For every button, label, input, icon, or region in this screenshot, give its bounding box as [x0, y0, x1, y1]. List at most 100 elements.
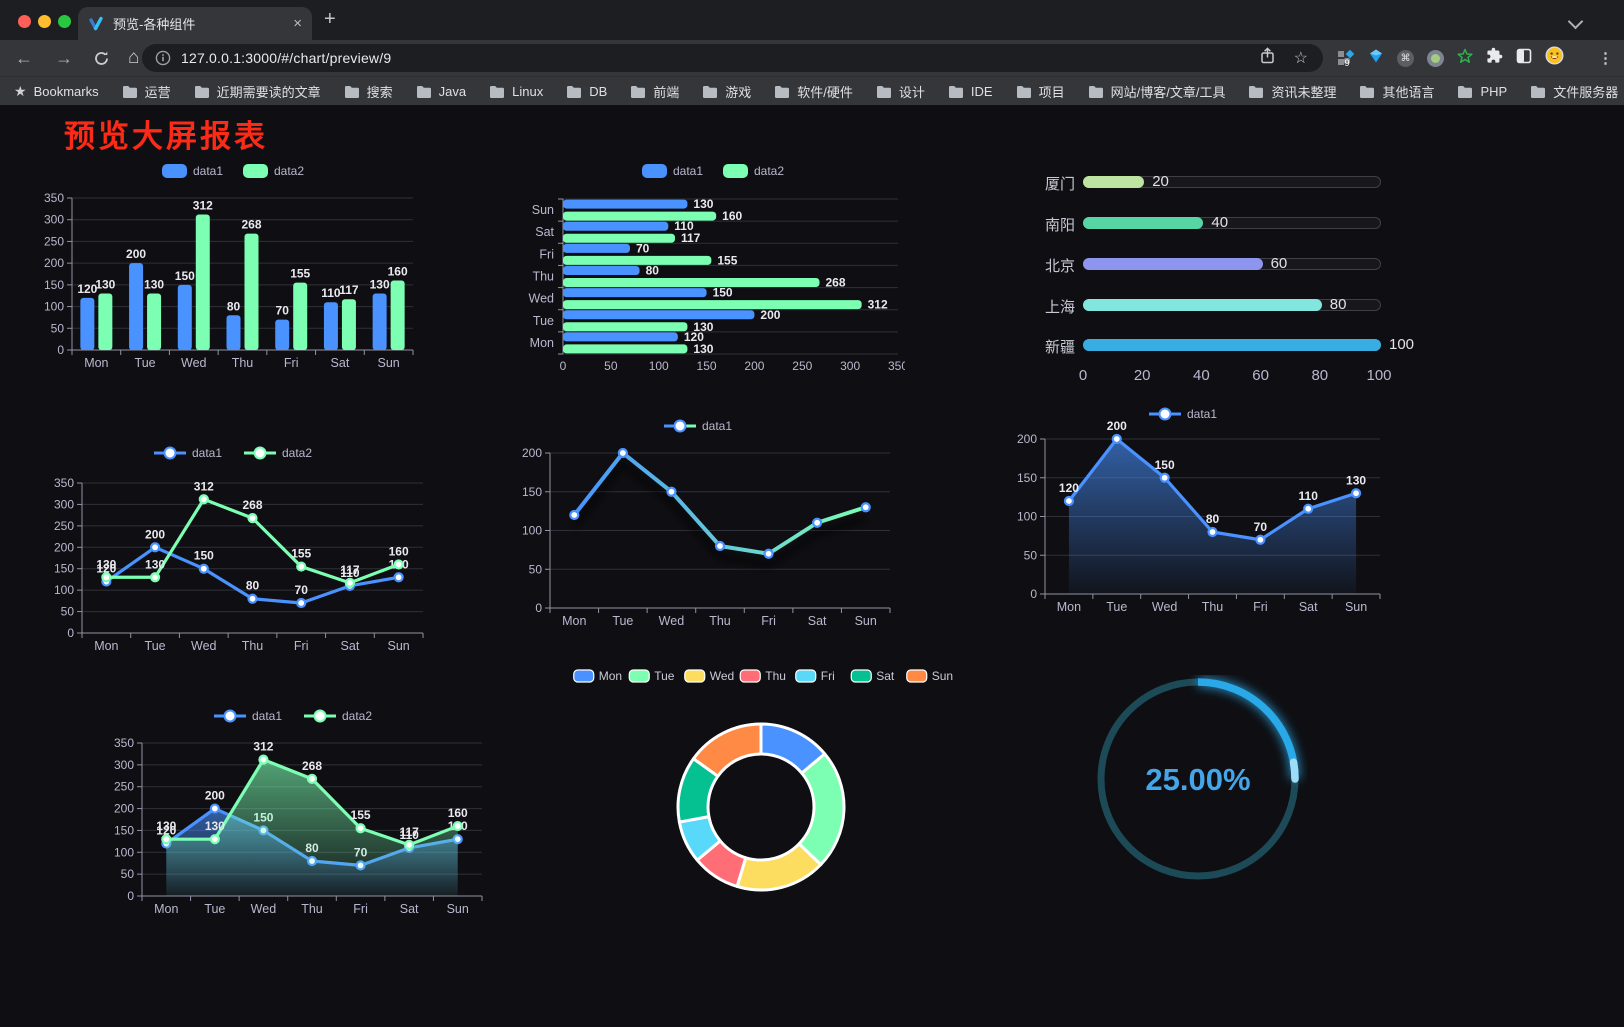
bookmark-folder[interactable]: 前端: [630, 82, 679, 101]
close-window-button[interactable]: [18, 15, 31, 28]
legend-item[interactable]: Wed: [684, 669, 734, 683]
legend-item[interactable]: data1: [154, 446, 222, 460]
hbar-canvas[interactable]: data1 data2 0 50 100 150 200 250 300 350 Sun 130 160…: [505, 161, 908, 381]
grouped-bar-chart[interactable]: data1 data2 0 50 100 150 200 250 300 350 Mon Tue Wed…: [40, 157, 430, 382]
legend-item[interactable]: data2: [243, 164, 304, 178]
bar[interactable]: [195, 214, 210, 350]
bar[interactable]: [293, 282, 308, 350]
bar[interactable]: [226, 315, 241, 350]
legend-item[interactable]: Tue: [628, 669, 675, 683]
legend-item[interactable]: data2: [304, 709, 372, 723]
bookmark-folder[interactable]: 软件/硬件: [774, 82, 853, 101]
city-progress-chart[interactable]: 厦门 20 南阳 40 北京 60 上海 80 新疆 100 0 20 40 60 80 100: [1030, 167, 1414, 397]
progress-row[interactable]: 新疆 100: [1030, 336, 1414, 356]
bookmark-folder[interactable]: Linux: [489, 84, 543, 99]
bar[interactable]: [129, 263, 144, 350]
progress-row[interactable]: 上海 80: [1030, 296, 1400, 316]
share-icon[interactable]: [1260, 47, 1275, 69]
bar[interactable]: [563, 300, 862, 310]
bar[interactable]: [80, 297, 95, 350]
bar[interactable]: [563, 310, 755, 320]
bookmarks-manager[interactable]: ★ Bookmarks: [14, 83, 99, 100]
zoom-window-button[interactable]: [58, 15, 71, 28]
bar[interactable]: [341, 299, 356, 350]
site-info-icon[interactable]: [155, 50, 171, 66]
tab-close-icon[interactable]: ×: [293, 15, 302, 32]
star-extension-icon[interactable]: [1457, 48, 1473, 69]
bar[interactable]: [275, 319, 290, 350]
line_gradient-canvas[interactable]: data1 0 50 100 150 200 Mon Tue Wed Thu Fri Sat Sun: [500, 405, 900, 629]
bar[interactable]: [390, 280, 405, 350]
bar[interactable]: [563, 344, 688, 354]
bar[interactable]: [147, 293, 162, 350]
browser-tab[interactable]: 预览-各种组件 ×: [78, 7, 312, 40]
bookmark-folder[interactable]: 游戏: [702, 82, 751, 101]
bar[interactable]: [563, 211, 717, 221]
progress-row[interactable]: 南阳 40: [1030, 214, 1400, 234]
bookmark-folder[interactable]: 搜索: [344, 82, 393, 101]
address-bar[interactable]: 127.0.0.1:3000/#/chart/preview/9 ☆: [142, 44, 1323, 72]
gradient-line-chart[interactable]: data1 0 50 100 150 200 Mon Tue Wed Thu Fri Sat Sun: [500, 405, 900, 634]
bookmark-folder[interactable]: DB: [566, 84, 607, 99]
bookmark-star-icon[interactable]: ☆: [1293, 50, 1308, 67]
legend-item[interactable]: data1: [162, 164, 223, 178]
legend-item[interactable]: data1: [664, 419, 732, 433]
legend-item[interactable]: data2: [244, 446, 312, 460]
bar[interactable]: [563, 221, 669, 231]
profile-avatar-emoji[interactable]: [1545, 46, 1564, 70]
new-tab-button[interactable]: +: [324, 8, 336, 30]
split-view-icon[interactable]: [1516, 48, 1532, 69]
legend-item[interactable]: Thu: [739, 669, 786, 683]
dot-extension-icon[interactable]: [1427, 49, 1444, 67]
legend-item[interactable]: data1: [214, 709, 282, 723]
bookmark-folder[interactable]: 运营: [122, 82, 171, 101]
legend-item[interactable]: data1: [642, 164, 703, 178]
legend-item[interactable]: data1: [1149, 407, 1217, 421]
screenshot-extension-icon[interactable]: 9: [1338, 49, 1355, 68]
browser-menu-icon[interactable]: ⋮: [1598, 50, 1613, 67]
legend-item[interactable]: Fri: [795, 669, 835, 683]
gauge-canvas[interactable]: 25.00%: [1088, 675, 1308, 895]
bookmark-folder[interactable]: 设计: [876, 82, 925, 101]
single-area-chart[interactable]: data1 0 50 100 150 200 Mon Tue Wed Thu Fri Sat Sun 12…: [985, 401, 1385, 628]
bar[interactable]: [563, 278, 820, 287]
progress-row[interactable]: 厦门 20: [1030, 173, 1400, 193]
legend-item[interactable]: Sun: [906, 669, 953, 683]
bookmark-folder[interactable]: 其他语言: [1359, 82, 1434, 101]
bar[interactable]: [563, 332, 678, 342]
bar[interactable]: [563, 288, 707, 298]
tab-search-chevron-icon[interactable]: [1567, 13, 1584, 30]
progress-row[interactable]: 北京 60: [1030, 255, 1400, 275]
two-series-area-chart[interactable]: data1 data2 0 50 100 150 200 250 300 350 Mon Tue Wed…: [90, 701, 500, 922]
pie-slice[interactable]: [797, 752, 846, 867]
bar[interactable]: [563, 199, 688, 209]
vue-devtools-icon[interactable]: [1368, 48, 1384, 69]
area-canvas[interactable]: data1 0 50 100 150 200 Mon Tue Wed Thu Fri Sat Sun 12…: [985, 401, 1385, 623]
pie-slice[interactable]: [735, 842, 823, 892]
bar[interactable]: [372, 293, 387, 350]
bar[interactable]: [563, 255, 712, 265]
bar[interactable]: [244, 233, 259, 350]
bar[interactable]: [563, 233, 675, 243]
horizontal-bar-chart[interactable]: data1 data2 0 50 100 150 200 250 300 350 Sun 130 160…: [505, 161, 908, 386]
command-extension-icon[interactable]: ⌘: [1397, 49, 1414, 67]
area-canvas[interactable]: data1 data2 0 50 100 150 200 250 300 350 Mon Tue Wed…: [90, 701, 500, 917]
bookmark-folder[interactable]: 资讯未整理: [1248, 82, 1336, 101]
bookmark-folder[interactable]: 项目: [1016, 82, 1065, 101]
bar[interactable]: [563, 243, 630, 253]
bookmark-folder[interactable]: IDE: [948, 84, 993, 99]
minimize-window-button[interactable]: [38, 15, 51, 28]
bar[interactable]: [563, 322, 688, 332]
legend-item[interactable]: Mon: [573, 669, 622, 683]
donut-canvas[interactable]: Mon Tue Wed Thu Fri Sat Sun: [565, 663, 960, 923]
bookmark-folder[interactable]: 近期需要读的文章: [194, 82, 321, 101]
donut-chart[interactable]: Mon Tue Wed Thu Fri Sat Sun: [565, 663, 960, 928]
home-button[interactable]: ⌂: [128, 47, 140, 68]
url-text[interactable]: 127.0.0.1:3000/#/chart/preview/9: [181, 50, 392, 66]
gauge-chart[interactable]: 25.00%: [1088, 675, 1308, 900]
bar[interactable]: [563, 266, 640, 275]
bar-canvas[interactable]: data1 data2 0 50 100 150 200 250 300 350 Mon Tue Wed…: [40, 157, 430, 377]
bar[interactable]: [323, 302, 338, 350]
bookmark-folder[interactable]: Java: [416, 84, 466, 99]
legend-item[interactable]: data2: [723, 164, 784, 178]
